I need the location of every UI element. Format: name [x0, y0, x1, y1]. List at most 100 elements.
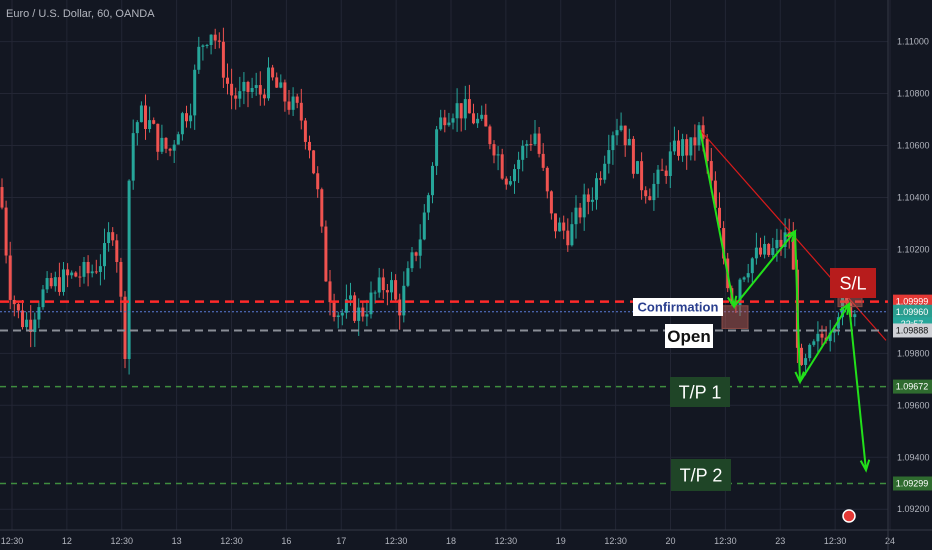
candle-body — [21, 310, 24, 328]
candle-body — [435, 129, 439, 166]
x-tick-label: 24 — [885, 536, 895, 546]
candle-body — [607, 150, 611, 164]
candle-body — [742, 277, 746, 280]
candle-body — [90, 271, 94, 274]
candle-body — [135, 122, 139, 134]
price-tag-current: 1.09960 — [896, 307, 929, 317]
candle-body — [549, 191, 553, 214]
candle-body — [37, 307, 41, 320]
candle-body — [718, 207, 721, 229]
arrow-line — [848, 303, 867, 471]
candle-body — [369, 292, 373, 315]
x-tick-label: 20 — [665, 536, 675, 546]
candle-body — [4, 207, 8, 256]
candle-body — [320, 189, 324, 227]
candle-body — [119, 262, 123, 297]
candle-body — [467, 99, 471, 114]
x-tick-label: 23 — [775, 536, 785, 546]
candle-body — [221, 41, 225, 78]
candle-body — [410, 252, 414, 269]
x-tick-label: 12:30 — [385, 536, 408, 546]
confirmation-label: Confirmation — [638, 300, 719, 315]
candle-body — [349, 295, 352, 300]
candle-body — [800, 347, 803, 365]
candle-body — [312, 150, 316, 174]
take-profit-1-label: T/P 1 — [679, 382, 722, 402]
x-tick-label: 12:30 — [1, 536, 24, 546]
candle-body — [558, 222, 562, 232]
arrow-line — [733, 230, 796, 308]
x-tick-label: 12:30 — [714, 536, 737, 546]
y-tick-label: 1.09400 — [897, 452, 930, 462]
candle-body — [365, 314, 369, 317]
candle-body — [12, 299, 16, 305]
candle-body — [324, 226, 328, 282]
candle-body — [201, 45, 205, 47]
candle-body — [86, 262, 90, 274]
candle-body — [570, 224, 574, 246]
candle-body — [783, 232, 787, 247]
candle-body — [754, 247, 758, 259]
candle-body — [664, 170, 668, 176]
candle-body — [484, 114, 488, 127]
candle-body — [541, 153, 545, 168]
candle-body — [373, 292, 377, 294]
candle-body — [668, 151, 672, 176]
candle-body — [595, 178, 598, 200]
candle-body — [275, 77, 279, 88]
candle-body — [279, 82, 283, 88]
candle-body — [849, 303, 853, 318]
candle-body — [529, 144, 533, 146]
open-label: Open — [667, 327, 710, 346]
candle-body — [25, 319, 29, 328]
price-tag-stop: 1.09999 — [896, 297, 929, 307]
candle-body — [381, 277, 385, 291]
y-tick-label: 1.11000 — [897, 37, 929, 47]
candle-body — [291, 96, 295, 110]
candle-body — [303, 120, 307, 142]
candle-body — [681, 139, 685, 156]
candle-body — [164, 137, 168, 149]
candle-body — [332, 302, 336, 318]
candle-body — [394, 280, 398, 300]
candle-body — [746, 273, 750, 278]
stop-loss-label-bg — [830, 268, 876, 298]
candle-body — [500, 154, 504, 179]
candle-body — [615, 130, 619, 136]
candle-body — [357, 307, 361, 321]
candle-body — [418, 239, 422, 256]
candle-body — [287, 101, 291, 110]
candle-body — [845, 297, 849, 304]
candle-body — [377, 277, 381, 293]
take-profit-1-label-bg — [670, 377, 730, 407]
candle-body — [463, 99, 467, 119]
candle-body — [402, 285, 406, 316]
take-profit-2-label: T/P 2 — [680, 465, 723, 485]
x-tick-label: 12:30 — [604, 536, 627, 546]
candle-body — [631, 138, 635, 174]
candle-body — [517, 159, 521, 170]
candle-body — [599, 178, 603, 180]
candle-body — [340, 312, 344, 316]
candle-body — [271, 67, 275, 78]
candle-body — [250, 87, 254, 92]
candle-body — [713, 180, 717, 208]
candle-body — [439, 117, 443, 130]
candle-body — [689, 137, 693, 156]
candle-body — [582, 194, 586, 218]
candle-body — [705, 138, 709, 162]
take-profit-2-label-bg — [671, 459, 731, 491]
confirmation-box — [721, 305, 749, 329]
candle-body — [267, 67, 270, 99]
y-tick-label: 1.10400 — [897, 192, 930, 202]
candle-body — [172, 144, 176, 151]
candle-body — [390, 280, 393, 293]
candle-body — [242, 81, 246, 92]
candle-body — [611, 135, 615, 151]
candle-body — [168, 148, 172, 151]
candle-body — [636, 161, 639, 174]
candle-body — [283, 82, 287, 102]
candle-body — [189, 115, 193, 122]
